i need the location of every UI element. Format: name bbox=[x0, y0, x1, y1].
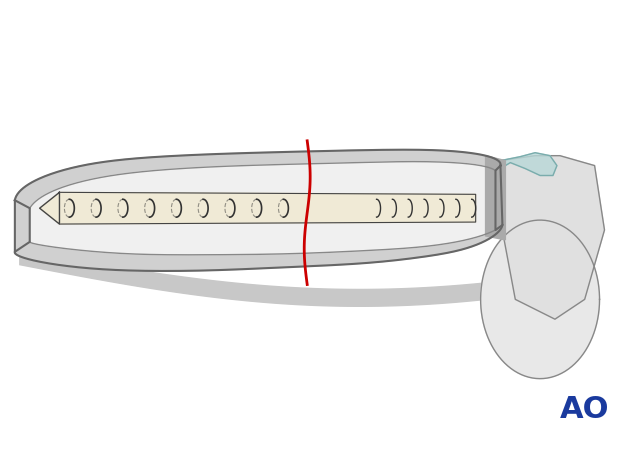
Polygon shape bbox=[480, 220, 600, 379]
Polygon shape bbox=[40, 192, 60, 224]
Text: AO: AO bbox=[560, 395, 609, 424]
Polygon shape bbox=[60, 192, 476, 224]
Polygon shape bbox=[20, 250, 495, 306]
Polygon shape bbox=[30, 162, 495, 255]
Polygon shape bbox=[15, 200, 30, 252]
Polygon shape bbox=[15, 150, 500, 208]
Polygon shape bbox=[485, 156, 505, 240]
Polygon shape bbox=[500, 156, 604, 319]
Polygon shape bbox=[495, 166, 502, 230]
Polygon shape bbox=[15, 225, 502, 271]
Polygon shape bbox=[500, 153, 557, 175]
